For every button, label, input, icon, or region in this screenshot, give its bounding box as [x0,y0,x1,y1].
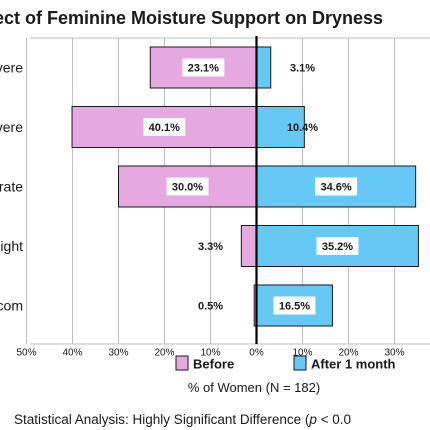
data-label-after: 10.4% [287,122,318,134]
category-labels: vere vere rate ight com [0,60,23,314]
chart-title: ect of Feminine Moisture Support on Dryn… [0,8,383,28]
x-tick-label: 40% [62,348,82,359]
data-label-before: 30.0% [172,182,203,194]
footnote-p: p [308,412,317,427]
data-label-box [315,177,358,196]
legend-label: After 1 month [311,357,396,372]
footnote: Statistical Analysis: Highly Significant… [14,412,351,427]
bar-before [240,225,258,267]
x-tick-label: 20% [154,348,174,359]
x-axis-label: % of Women (N = 182) [188,380,320,395]
data-label-after: 16.5% [279,301,310,313]
legend-label: Before [193,357,234,372]
data-label-box [316,237,359,255]
data-label-box [166,177,209,196]
footnote-suffix: < 0.0 [317,412,351,427]
category-label: vere [0,119,23,135]
x-tick-label: 0% [249,348,264,359]
data-label-box [143,118,186,136]
category-label: rate [0,179,23,195]
x-tick-label: 30% [108,348,128,359]
data-label-after: 35.2% [322,241,353,253]
legend-swatch [293,355,307,371]
x-tick-label: 30% [384,348,404,359]
category-label: ight [0,238,23,254]
x-tick-label: 10% [292,348,312,359]
bar-after [256,46,272,89]
x-tick-label: 20% [338,348,358,359]
x-tick-label: 50% [16,348,36,359]
legend-swatch [175,355,189,371]
data-label-box [182,58,225,77]
data-label-before: 40.1% [149,122,180,134]
data-label-before: 23.1% [188,63,219,75]
x-tick-label: 10% [200,348,220,359]
data-label-box [273,296,316,315]
data-label-before: 0.5% [198,301,223,313]
footnote-prefix: Statistical Analysis: Highly Significant… [14,412,310,427]
data-label-before: 3.3% [198,241,223,253]
data-label-after: 3.1% [290,63,315,75]
x-axis-ticks: 50%40%30%20%10%0%10%20%30%4 [16,348,404,359]
data-label-after: 34.6% [320,182,351,194]
category-label: vere [0,60,23,76]
legend: Before After 1 month [175,355,396,372]
bars: 23.1% 3.1% 40.1% 10.4% 30.0% 34.6% 3.3% 35.2% 0.… [71,36,419,344]
category-label: com [0,298,23,314]
